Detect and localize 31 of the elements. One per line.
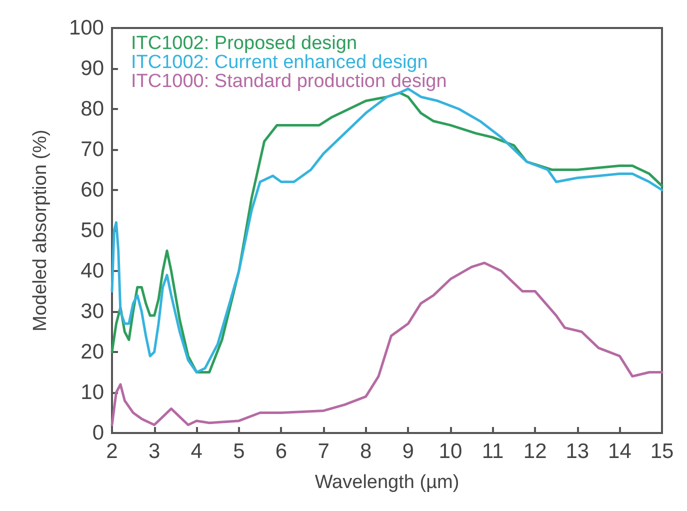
x-axis-title: Wavelength (µm)	[314, 472, 460, 493]
x-tick-label: 12	[523, 440, 547, 463]
x-tick-label: 14	[608, 440, 632, 463]
x-tick-label: 5	[233, 440, 245, 463]
x-tick-label: 3	[148, 440, 160, 463]
text: ITC1000: Standard production design	[131, 71, 447, 92]
x-tick-label: 8	[360, 440, 372, 463]
x-tick-label: 9	[402, 440, 414, 463]
x-tick-label: 2	[106, 440, 118, 463]
y-tick-label: 90	[80, 57, 104, 80]
text: ITC1002: Proposed design	[131, 33, 358, 54]
y-tick-label: 10	[80, 381, 104, 404]
x-tick-label: 13	[566, 440, 590, 463]
y-axis-title: Modeled absorption (%)	[30, 130, 51, 332]
x-tick-label: 11	[482, 440, 504, 463]
y-tick-label: 50	[80, 219, 104, 242]
y-tick-label: 60	[80, 178, 104, 202]
x-tick-label: 6	[275, 440, 288, 463]
y-tick-label: 40	[80, 260, 104, 282]
x-tick-label: 10	[438, 440, 462, 463]
x-tick-label: 4	[190, 440, 203, 463]
y-tick-label: 0	[92, 422, 104, 444]
y-tick-label: 20	[80, 340, 104, 364]
line-series	[110, 262, 664, 426]
series-label: ITC1002: Current enhanced design	[131, 52, 428, 73]
x-tick-label: 7	[318, 440, 330, 463]
x-tick-label: 15	[650, 440, 674, 463]
y-tick-label: 30	[80, 300, 104, 323]
y-tick-label: 80	[80, 98, 104, 120]
y-tick-label: 100	[68, 16, 104, 40]
y-tick-label: 70	[80, 138, 104, 161]
